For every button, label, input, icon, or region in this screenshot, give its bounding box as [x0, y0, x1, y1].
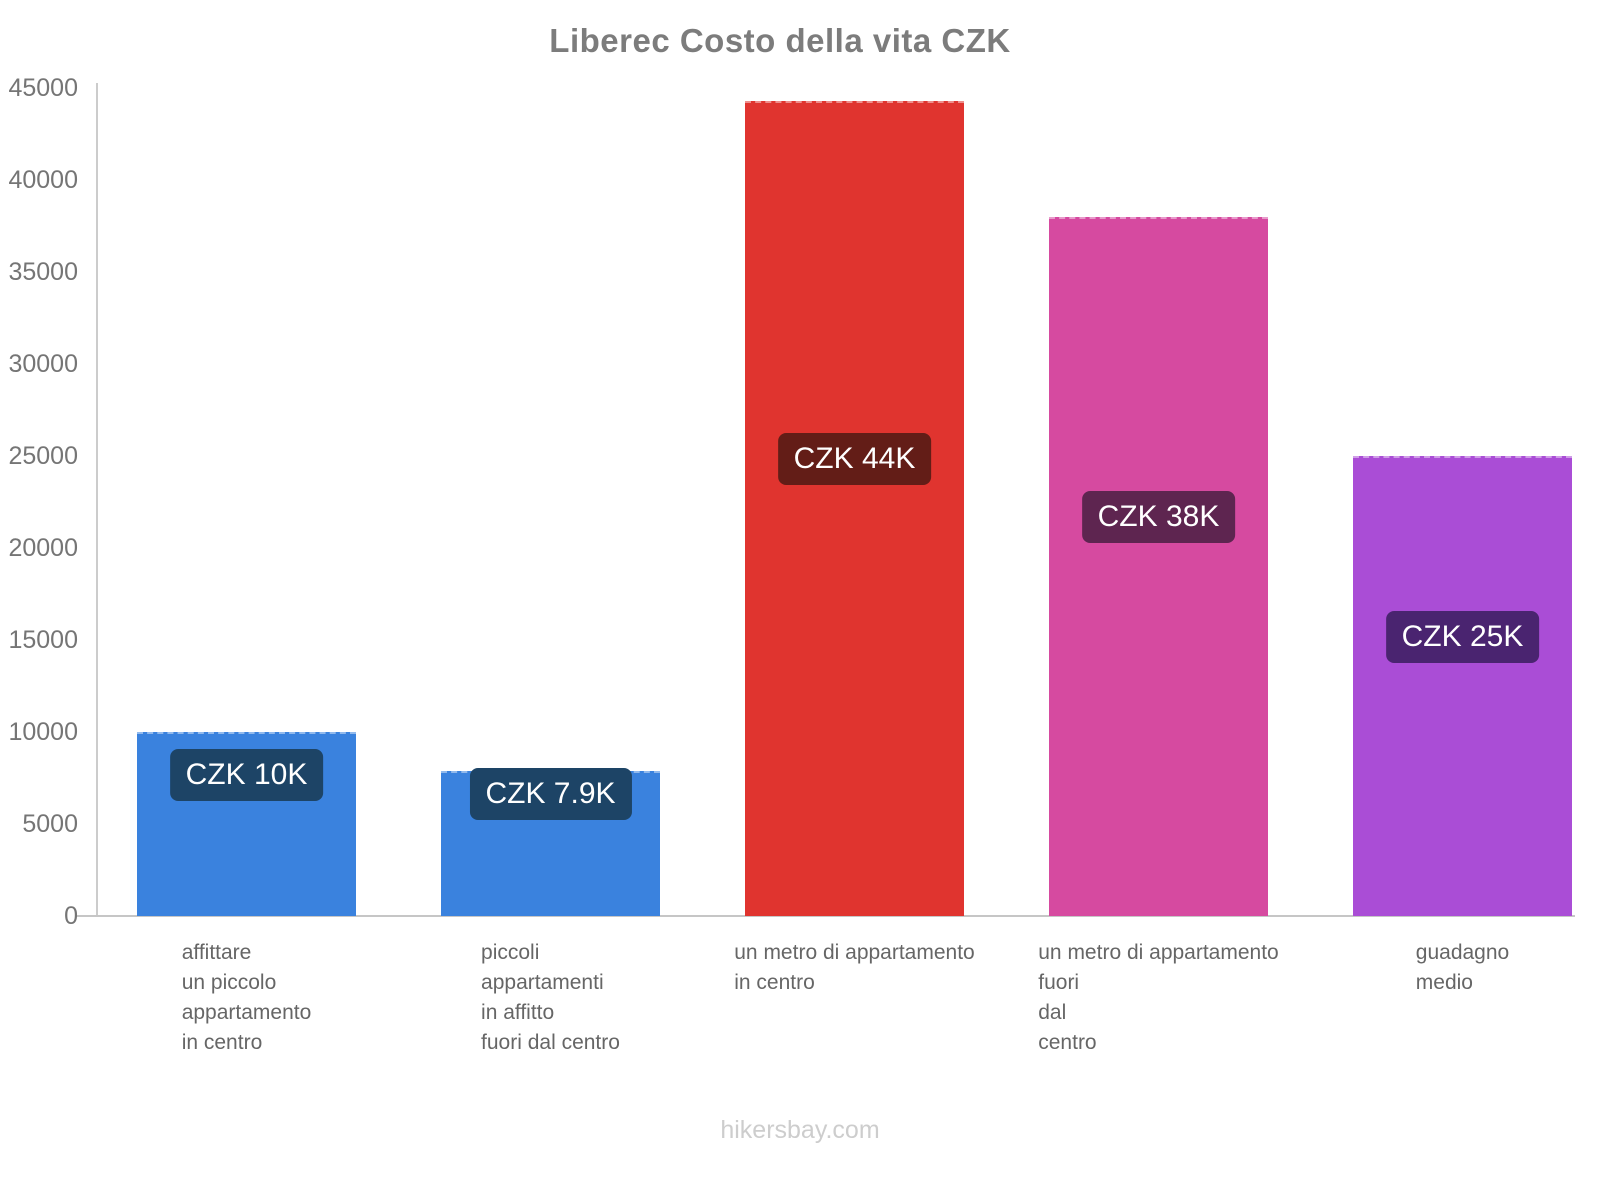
bar	[745, 100, 964, 916]
y-axis-tick-label: 5000	[22, 810, 78, 838]
category-label-text: guadagno medio	[1415, 941, 1510, 994]
bar-value-badge: CZK 38K	[1081, 491, 1236, 544]
bar	[1049, 216, 1268, 916]
chart-title: Liberec Costo della vita CZK	[549, 22, 1011, 59]
bar-value-badge: CZK 25K	[1385, 611, 1540, 663]
category-label: affittare un piccolo appartamento in centro	[77, 938, 417, 1058]
bar-value-badge: CZK 10K	[169, 749, 324, 801]
category-label-text: piccoli appartamenti in affitto fuori dal c…	[481, 941, 620, 1054]
category-label: piccoli appartamenti in affitto fuori dal c…	[381, 938, 721, 1058]
y-axis-tick-label: 30000	[8, 350, 78, 378]
y-axis-tick-label: 20000	[8, 534, 78, 562]
category-label: guadagno medio	[1293, 938, 1600, 998]
category-label-text: un metro di appartamento fuori dal centro	[1038, 941, 1279, 1054]
y-axis-tick-label: 40000	[8, 166, 78, 194]
y-axis-tick-label: 25000	[8, 442, 78, 470]
footer-watermark: hikersbay.com	[720, 1116, 880, 1144]
y-axis-tick-label: 45000	[8, 74, 78, 102]
category-label-text: affittare un piccolo appartamento in centro	[181, 941, 312, 1054]
category-label-text: un metro di appartamento in centro	[734, 941, 975, 994]
y-axis-tick-label: 15000	[8, 626, 78, 654]
y-axis-tick-label: 0	[64, 902, 78, 930]
x-axis-line	[75, 915, 1575, 917]
bar-value-badge: CZK 7.9K	[469, 768, 632, 821]
category-label: un metro di appartamento in centro	[685, 938, 1025, 998]
category-label: un metro di appartamento fuori dal centro	[989, 938, 1329, 1058]
y-axis-tick-label: 10000	[8, 718, 78, 746]
bar-value-badge: CZK 44K	[777, 433, 932, 486]
y-axis-tick-label: 35000	[8, 258, 78, 286]
bar	[1353, 456, 1572, 916]
y-axis-line	[96, 83, 98, 916]
